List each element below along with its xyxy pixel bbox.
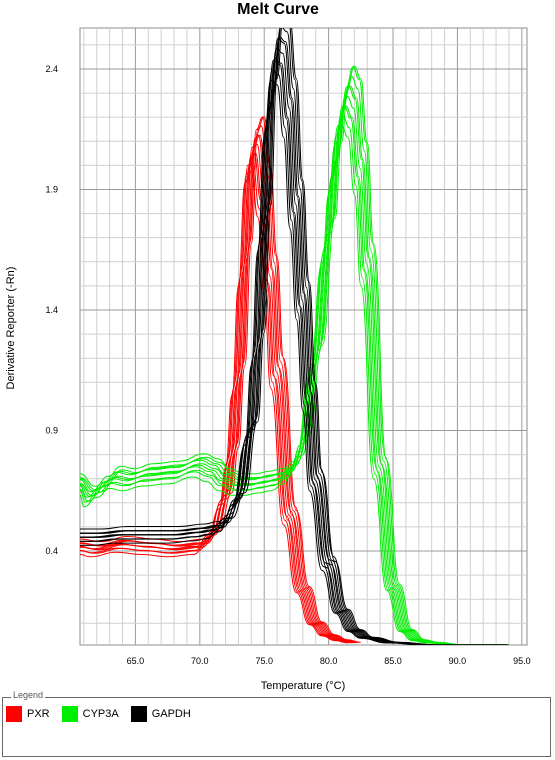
x-tick-label: 85.0 [384,656,402,666]
axis-ticks: 65.0 70.0 75.0 80.0 85.0 90.0 95.0 0.4 0.9 1.4 1.9… [45,64,530,666]
x-tick-label: 65.0 [127,656,145,666]
legend-item-cyp3a[interactable]: CYP3A [61,706,119,722]
y-tick-label: 2.4 [45,64,58,74]
y-axis-label: Derivative Reporter (-Rn) [5,267,17,390]
series-line-cyp3a [80,66,508,645]
series-line-pxr [80,116,361,643]
series-line-pxr [80,170,349,644]
series-line-gapdh [80,28,509,645]
y-tick-label: 0.4 [45,546,58,556]
series-line-pxr [80,134,357,643]
data-series [80,28,509,645]
x-tick-label: 80.0 [320,656,338,666]
legend-label-pxr: PXR [27,708,50,720]
legend: Legend PXR CYP3A GAPDH [2,690,551,757]
series-line-gapdh [80,28,508,645]
series-line-cyp3a [80,86,504,645]
legend-items: PXR CYP3A GAPDH [6,706,191,722]
x-tick-label: 75.0 [255,656,273,666]
chart-title: Melt Curve [237,1,319,18]
legend-swatch-cyp3a [61,706,78,722]
melt-curve-chart: Melt Curve 65.0 70.0 75.0 80.0 85.0 90.0 95.0 0… [5,1,531,692]
series-line-pxr [80,116,360,643]
series-line-cyp3a [80,95,502,645]
x-axis-label: Temperature (°C) [261,680,345,692]
y-tick-label: 1.4 [45,305,58,315]
legend-swatch-pxr [6,706,22,722]
legend-item-gapdh[interactable]: GAPDH [130,706,191,722]
legend-swatch-gapdh [130,706,147,722]
legend-title: Legend [11,690,46,700]
legend-label-gapdh: GAPDH [151,708,191,720]
y-tick-label: 0.9 [45,425,58,435]
series-line-pxr [80,152,353,644]
y-tick-label: 1.9 [45,184,58,194]
x-tick-label: 95.0 [513,656,531,666]
x-tick-label: 70.0 [191,656,209,666]
legend-label-cyp3a: CYP3A [82,708,119,720]
x-tick-label: 90.0 [449,656,467,666]
legend-item-pxr[interactable]: PXR [6,706,50,722]
series-line-cyp3a [80,125,497,645]
series-line-cyp3a [80,75,507,645]
series-line-cyp3a [80,65,509,645]
